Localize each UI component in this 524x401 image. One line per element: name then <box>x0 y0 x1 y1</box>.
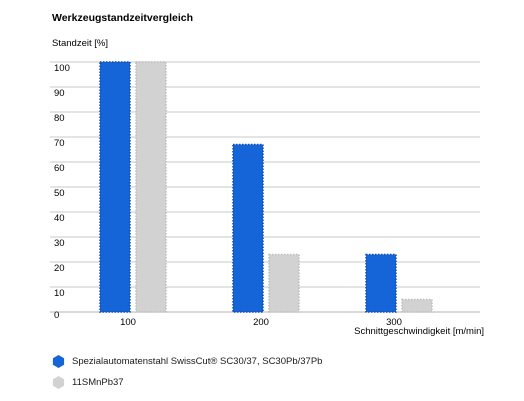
legend-item-swisscut: Spezialautomatenstahl SwissCut® SC30/37,… <box>52 355 322 368</box>
bar-swisscut-200 <box>232 143 264 313</box>
bar-swisscut-300 <box>365 253 397 313</box>
x-tick-labels: 100 200 300 <box>120 317 402 328</box>
y-tick-label: 0 <box>54 310 59 321</box>
legend-swatch-blue <box>52 355 65 368</box>
legend-label-swisscut: Spezialautomatenstahl SwissCut® SC30/37,… <box>72 356 323 367</box>
y-tick-label: 40 <box>54 213 65 224</box>
bars <box>99 61 433 313</box>
bar-11smnpb37-200 <box>268 253 300 313</box>
x-tick-label: 300 <box>386 317 402 328</box>
legend-label-11smnpb37: 11SMnPb37 <box>72 377 124 388</box>
y-tick-label: 70 <box>54 138 65 149</box>
x-tick-label: 200 <box>253 317 269 328</box>
y-tick-label: 50 <box>54 188 65 199</box>
y-tick-label: 10 <box>54 288 65 299</box>
x-axis-label: Schnittgeschwindigkeit [m/min] <box>354 326 484 337</box>
bar-swisscut-100 <box>99 61 131 313</box>
y-tick-label: 80 <box>54 113 65 124</box>
x-tick-label: 100 <box>120 317 136 328</box>
y-tick-labels: 0 10 20 30 40 50 60 70 80 90 100 <box>54 63 70 321</box>
bar-11smnpb37-300 <box>401 298 433 313</box>
y-tick-label: 60 <box>54 163 65 174</box>
y-tick-label: 20 <box>54 263 65 274</box>
y-axis-label: Standzeit [%] <box>52 38 108 49</box>
legend-swatch-grey <box>52 376 65 389</box>
y-tick-label: 90 <box>54 88 65 99</box>
y-tick-label: 100 <box>54 63 70 74</box>
y-tick-label: 30 <box>54 238 65 249</box>
bar-11smnpb37-100 <box>135 61 167 313</box>
chart-title: Werkzeugstandzeitvergleich <box>52 12 193 24</box>
legend-item-11smnpb37: 11SMnPb37 <box>52 376 124 389</box>
